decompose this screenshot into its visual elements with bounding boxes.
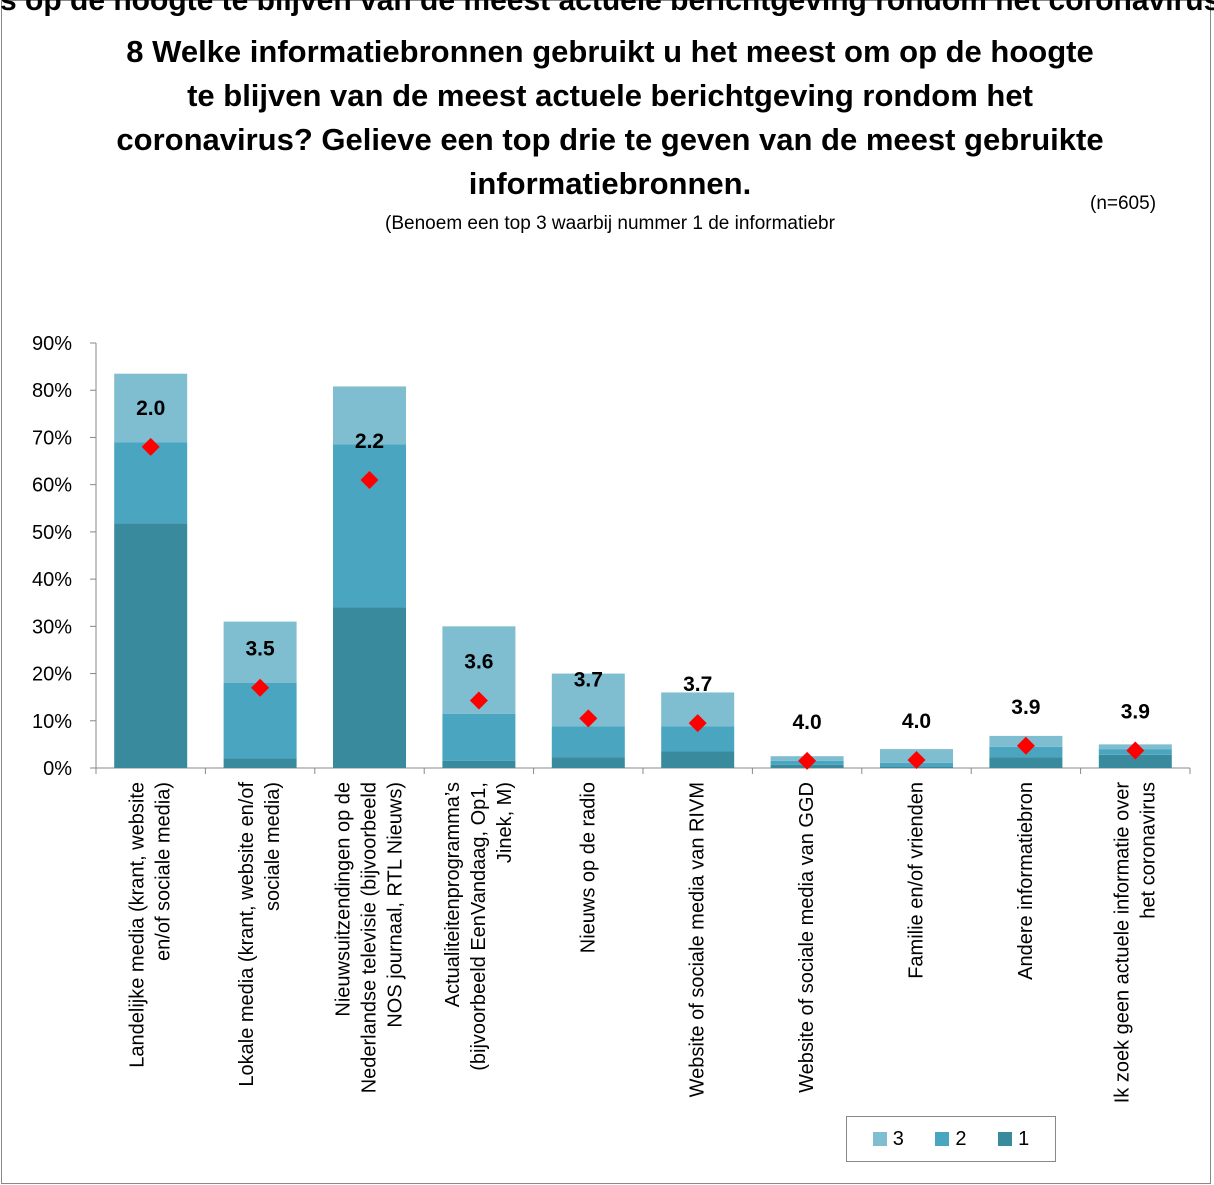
- x-category-label-line: Andere informatiebron: [1015, 782, 1037, 980]
- average-rank-label: 3.5: [245, 638, 275, 661]
- x-category-label: Lokale media (krant, website en/of social…: [236, 782, 284, 1087]
- legend-label-rank2: 2: [955, 1127, 967, 1150]
- x-category-label: Familie en/of vrienden: [906, 782, 928, 979]
- average-marker: [360, 470, 379, 489]
- y-tick-label: 10%: [32, 711, 72, 733]
- x-category-label-line: Landelijke media (krant, website: [127, 782, 149, 1068]
- x-category-label-line: Lokale media (krant, website en/of: [236, 782, 258, 1087]
- legend-swatch-rank1: [998, 1132, 1013, 1146]
- y-tick-label: 60%: [32, 475, 72, 497]
- y-tick-label: 40%: [32, 569, 72, 591]
- y-tick-label: 70%: [32, 427, 72, 449]
- x-category-label: Landelijke media (krant, website en/of so…: [127, 782, 175, 1068]
- bar-segment-rank2: [551, 726, 625, 758]
- bar-segment-rank1: [442, 760, 516, 768]
- bar-segment-rank1: [1098, 754, 1172, 768]
- average-marker: [688, 714, 707, 733]
- legend-label-rank1: 1: [1018, 1127, 1030, 1150]
- average-marker: [1126, 741, 1145, 760]
- x-category-label-line: Website of sociale media van RIVM: [687, 782, 709, 1097]
- average-rank-label: 3.7: [574, 668, 603, 691]
- average-marker: [141, 437, 160, 456]
- chart-legend: 3 2 1: [846, 1116, 1056, 1162]
- cut-off-title: s op de hoogte te blijven van de meest a…: [0, 0, 1214, 16]
- x-category-label-line: sociale media): [262, 782, 284, 911]
- x-category-label-line: Nieuws op de radio: [577, 782, 599, 953]
- y-tick-label: 20%: [32, 664, 72, 686]
- legend-item-rank2: 2: [935, 1127, 967, 1151]
- average-rank-label: 3.6: [464, 650, 493, 673]
- x-category-label-line: Nieuwsuitzendingen op de: [333, 782, 355, 1017]
- bar-segment-rank1: [661, 751, 735, 768]
- average-rank-label: 3.9: [1121, 701, 1150, 724]
- legend-item-rank1: 1: [998, 1128, 1029, 1151]
- bar-segment-rank1: [551, 757, 625, 768]
- x-category-label-line: Website of sociale media van GGD: [796, 782, 818, 1093]
- x-category-label-line: Ik zoek geen actuele informatie over: [1111, 782, 1133, 1104]
- x-category-label-line: (bijvoorbeeld EenVandaag, Op1,: [468, 782, 490, 1071]
- x-category-label-line: Jinek, M): [494, 782, 516, 863]
- x-category-label-line: NOS journaal, RTL Nieuws): [385, 782, 407, 1028]
- average-marker: [907, 750, 926, 769]
- bar-segment-rank3: [223, 621, 297, 683]
- x-category-label: Nieuwsuitzendingen op de Nederlandse tele…: [333, 782, 407, 1093]
- bar-segment-rank1: [223, 758, 297, 768]
- sample-size-note: (n=605): [1090, 193, 1157, 214]
- x-category-label: Andere informatiebron: [1015, 782, 1037, 980]
- average-marker: [251, 678, 270, 697]
- y-tick-label: 80%: [32, 380, 72, 402]
- x-category-label: Ik zoek geen actuele informatie over het …: [1111, 782, 1159, 1104]
- chart-subtitle: (Benoem een top 3 waarbij nummer 1 de in…: [385, 213, 835, 234]
- x-category-label: Nieuws op de radio: [577, 782, 599, 953]
- x-category-label-line: Actualiteitenprogramma’s: [442, 782, 464, 1007]
- average-marker: [798, 751, 817, 770]
- chart-title: 8 Welke informatiebronnen gebruikt u het…: [116, 34, 1104, 201]
- bar-segment-rank1: [989, 757, 1063, 768]
- average-marker: [1016, 736, 1035, 755]
- average-rank-label: 2.0: [136, 397, 165, 420]
- bar-segment-rank2: [333, 444, 406, 608]
- average-rank-label: 4.0: [902, 710, 931, 733]
- y-tick-label: 0%: [43, 758, 72, 780]
- average-rank-label: 3.9: [1011, 696, 1040, 719]
- x-category-label: Actualiteitenprogramma’s (bijvoorbeeld Ee…: [442, 782, 516, 1071]
- bar-segment-rank1: [114, 523, 188, 768]
- bar-segment-rank2: [442, 713, 516, 761]
- average-rank-label: 2.2: [355, 430, 384, 453]
- bar-segment-rank3: [333, 386, 406, 445]
- bar-segment-rank3: [114, 373, 188, 443]
- legend-item-rank3: 3: [872, 1127, 904, 1151]
- bar-segment-rank1: [333, 607, 406, 768]
- x-category-label: Website of sociale media van GGD: [796, 782, 818, 1093]
- y-tick-label: 30%: [32, 616, 72, 638]
- average-marker: [469, 691, 488, 710]
- average-rank-label: 3.7: [683, 673, 712, 696]
- x-category-label-line: Familie en/of vrienden: [906, 782, 928, 979]
- x-category-label-line: en/of sociale media): [153, 782, 175, 961]
- x-category-label-line: het coronavirus: [1137, 782, 1159, 919]
- y-tick-label: 50%: [32, 522, 72, 544]
- legend-swatch-rank2: [935, 1132, 950, 1146]
- average-marker: [579, 709, 598, 728]
- x-category-label-line: Nederlandse televisie (bijvoorbeeld: [359, 782, 381, 1093]
- legend-swatch-rank3: [872, 1132, 887, 1146]
- average-rank-label: 4.0: [792, 711, 821, 734]
- legend-label-rank3: 3: [892, 1127, 904, 1150]
- y-tick-label: 90%: [32, 333, 72, 355]
- x-category-label: Website of sociale media van RIVM: [687, 782, 709, 1097]
